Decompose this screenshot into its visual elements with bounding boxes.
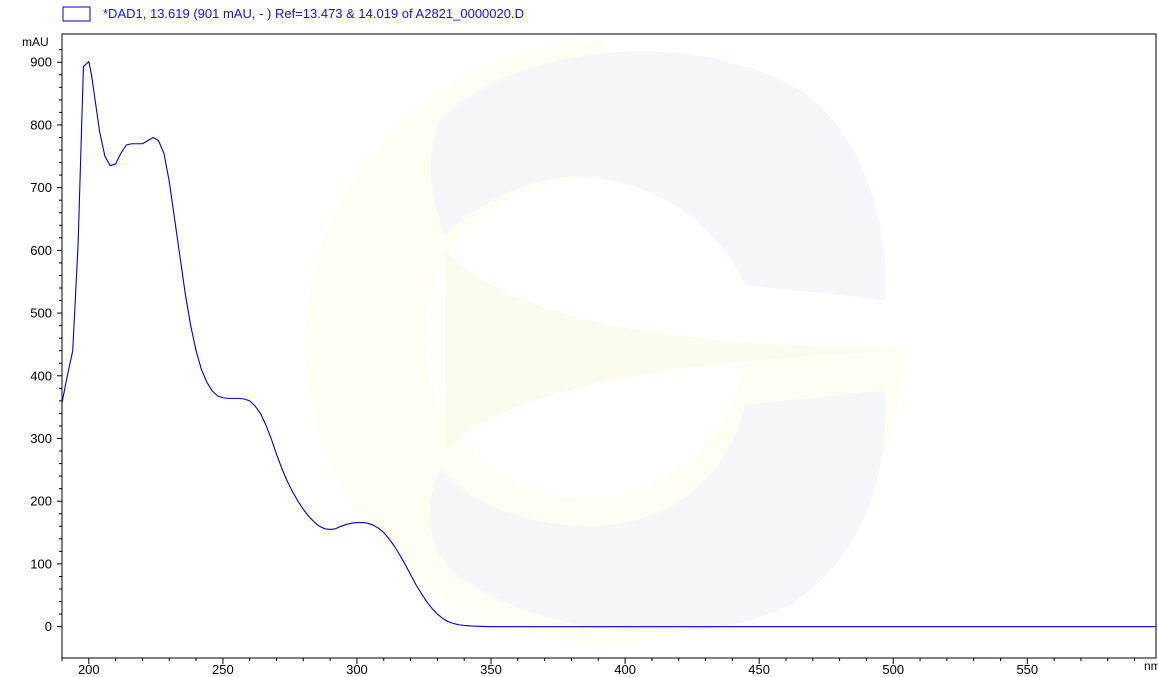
y-tick-label: 900 — [30, 55, 52, 70]
y-tick-label: 0 — [45, 619, 52, 634]
x-tick-label: 300 — [346, 662, 368, 677]
x-axis: 200 250 300 350 400 450 500 550 — [78, 658, 1038, 677]
x-tick-label: 500 — [882, 662, 904, 677]
x-tick-label: 400 — [614, 662, 636, 677]
y-tick-label: 300 — [30, 431, 52, 446]
y-tick-label: 100 — [30, 556, 52, 571]
x-tick-label: 200 — [78, 662, 100, 677]
y-tick-label: 400 — [30, 368, 52, 383]
y-axis-label: mAU — [22, 35, 49, 49]
x-tick-label: 250 — [212, 662, 234, 677]
legend-label: *DAD1, 13.619 (901 mAU, - ) Ref=13.473 &… — [103, 6, 524, 21]
legend-swatch — [62, 6, 91, 22]
y-tick-label: 500 — [30, 306, 52, 321]
y-tick-label: 800 — [30, 117, 52, 132]
series-layer — [61, 61, 1156, 628]
y-axis: 0 100 200 300 400 500 600 700 800 900 — [30, 55, 62, 634]
minor-ticks — [59, 49, 1136, 661]
x-tick-label: 450 — [748, 662, 770, 677]
x-tick-label: 550 — [1016, 662, 1038, 677]
x-tick-label: 350 — [480, 662, 502, 677]
series-line-0 — [61, 61, 1156, 628]
y-tick-label: 700 — [30, 180, 52, 195]
plot-frame — [61, 33, 1157, 659]
watermark-logo — [305, 43, 915, 643]
y-tick-label: 600 — [30, 243, 52, 258]
y-tick-label: 200 — [30, 494, 52, 509]
x-axis-label: nm — [1144, 659, 1158, 673]
